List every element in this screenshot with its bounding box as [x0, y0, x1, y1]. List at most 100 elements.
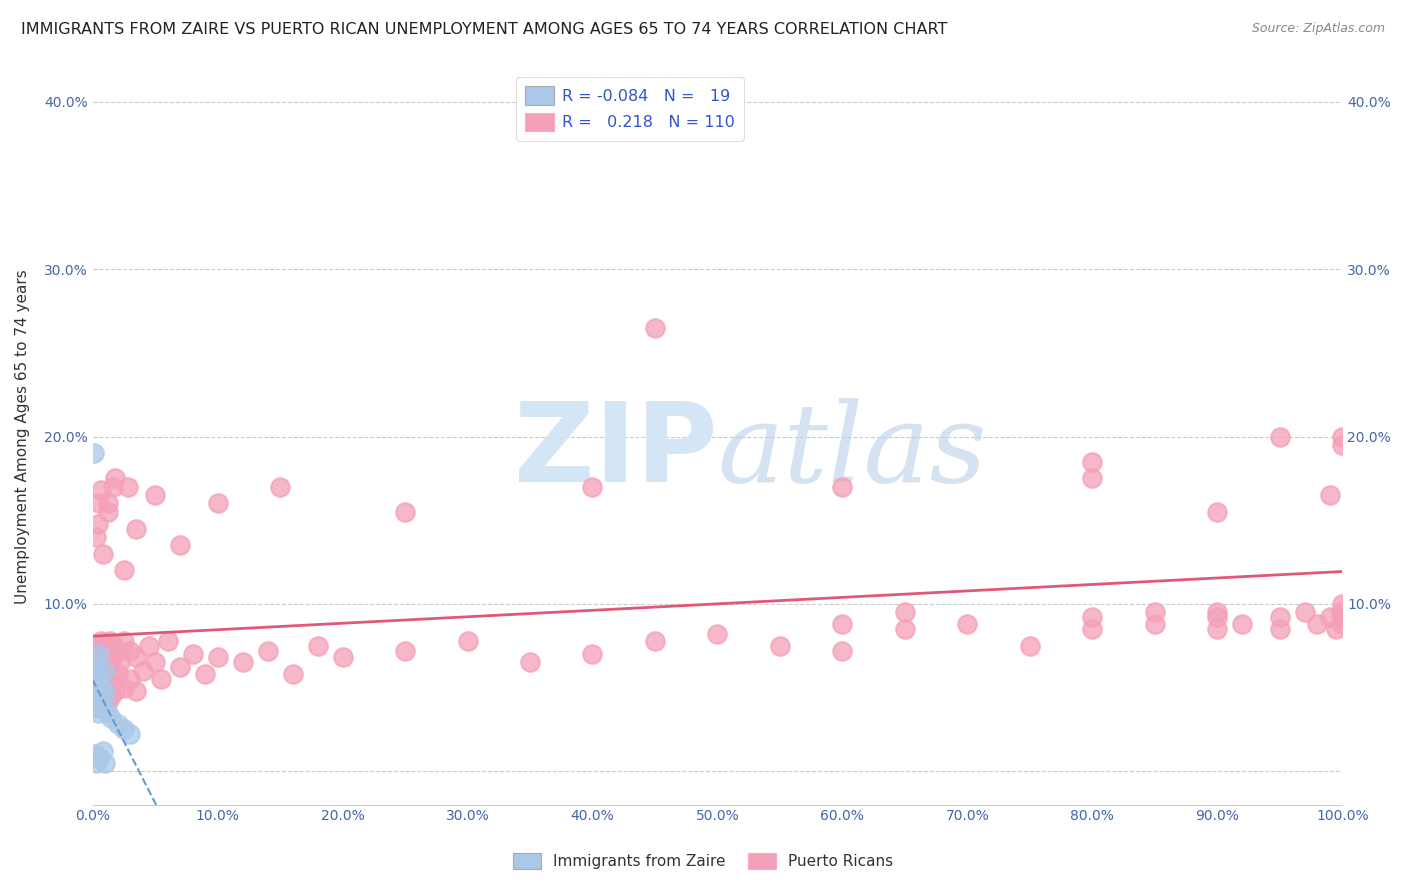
Point [894, 622, 917, 636]
Point [86, 530, 108, 544]
Point [125, 650, 148, 665]
Point [1331, 597, 1354, 611]
Point [98, 633, 121, 648]
Point [1206, 610, 1229, 624]
Point [91, 677, 114, 691]
Point [143, 488, 166, 502]
Point [107, 643, 129, 657]
Point [181, 647, 204, 661]
Point [101, 480, 124, 494]
Point [1081, 455, 1104, 469]
Point [644, 321, 666, 335]
Point [120, 672, 142, 686]
Point [581, 647, 603, 661]
Point [143, 656, 166, 670]
Point [332, 650, 354, 665]
Point [394, 505, 416, 519]
Point [138, 639, 160, 653]
Point [120, 727, 142, 741]
Point [769, 639, 792, 653]
Text: ZIP: ZIP [515, 398, 717, 505]
Point [90, 681, 112, 695]
Point [1206, 622, 1229, 636]
Point [97, 706, 120, 720]
Point [83, 446, 105, 460]
Point [86, 706, 108, 720]
Point [120, 643, 142, 657]
Point [91, 650, 114, 665]
Point [1143, 605, 1166, 619]
Point [194, 667, 217, 681]
Point [90, 633, 112, 648]
Point [1018, 639, 1040, 653]
Point [90, 483, 112, 497]
Point [107, 717, 129, 731]
Point [86, 756, 108, 770]
Point [107, 667, 129, 681]
Point [112, 563, 135, 577]
Point [894, 605, 917, 619]
Point [91, 547, 114, 561]
Point [457, 633, 479, 648]
Point [87, 647, 110, 661]
Point [1331, 616, 1354, 631]
Point [104, 684, 127, 698]
Legend: Immigrants from Zaire, Puerto Ricans: Immigrants from Zaire, Puerto Ricans [508, 847, 898, 875]
Text: Source: ZipAtlas.com: Source: ZipAtlas.com [1251, 22, 1385, 36]
Point [86, 672, 108, 686]
Point [83, 698, 105, 712]
Point [112, 723, 135, 737]
Point [84, 747, 107, 762]
Point [103, 639, 125, 653]
Point [706, 627, 728, 641]
Point [100, 711, 122, 725]
Point [1330, 605, 1353, 619]
Point [86, 639, 108, 653]
Point [269, 480, 291, 494]
Point [84, 681, 107, 695]
Legend: R = -0.084   N =   19, R =   0.218   N = 110: R = -0.084 N = 19, R = 0.218 N = 110 [516, 77, 744, 141]
Point [89, 694, 111, 708]
Point [86, 664, 108, 678]
Point [1206, 505, 1229, 519]
Point [112, 633, 135, 648]
Point [831, 643, 853, 657]
Point [93, 689, 115, 703]
Point [86, 664, 108, 678]
Point [1268, 622, 1291, 636]
Point [156, 633, 179, 648]
Point [100, 689, 122, 703]
Point [207, 650, 229, 665]
Point [394, 643, 416, 657]
Point [97, 694, 120, 708]
Point [97, 677, 120, 691]
Point [256, 643, 278, 657]
Point [97, 496, 120, 510]
Point [87, 689, 110, 703]
Point [87, 751, 110, 765]
Point [1206, 605, 1229, 619]
Point [125, 684, 148, 698]
Point [94, 756, 117, 770]
Point [831, 616, 853, 631]
Point [108, 656, 131, 670]
Point [86, 647, 108, 661]
Point [1232, 616, 1254, 631]
Point [581, 480, 603, 494]
Point [1331, 438, 1354, 452]
Point [169, 660, 191, 674]
Point [1268, 429, 1291, 443]
Point [86, 698, 108, 712]
Point [1294, 605, 1316, 619]
Point [1081, 610, 1104, 624]
Point [307, 639, 329, 653]
Point [93, 664, 115, 678]
Point [131, 664, 153, 678]
Point [104, 471, 127, 485]
Point [87, 672, 110, 686]
Point [97, 650, 120, 665]
Point [87, 647, 110, 661]
Point [89, 667, 111, 681]
Point [84, 681, 107, 695]
Point [86, 689, 108, 703]
